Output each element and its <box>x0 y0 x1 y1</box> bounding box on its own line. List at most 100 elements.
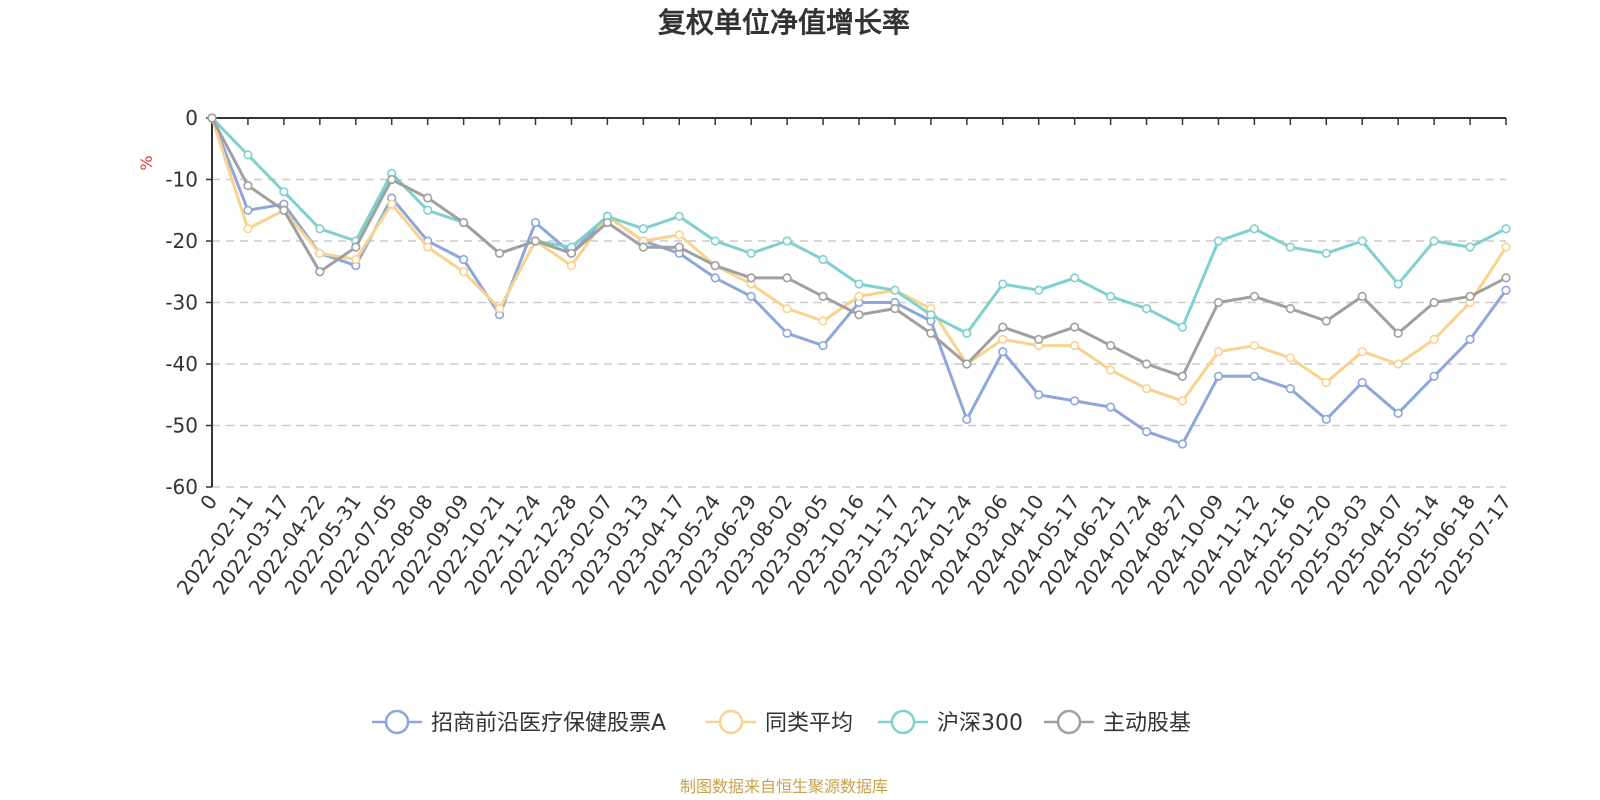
series-point-3 <box>315 267 325 277</box>
series-point-1 <box>674 230 684 240</box>
series-point-1 <box>1141 384 1152 394</box>
series-point-2 <box>818 254 828 265</box>
series-point-0 <box>1429 371 1439 381</box>
series-lines <box>207 113 1511 449</box>
series-point-0 <box>1465 334 1475 345</box>
series-point-0 <box>243 205 253 215</box>
series-point-2 <box>1141 304 1152 314</box>
series-point-2 <box>1501 224 1511 234</box>
series-point-3 <box>1285 304 1295 314</box>
series-point-1 <box>494 304 505 314</box>
series-point-0 <box>746 291 756 301</box>
series-point-1 <box>1070 340 1080 351</box>
series-point-0 <box>1501 285 1511 295</box>
series-point-3 <box>1034 334 1044 345</box>
legend-item-1[interactable]: 同类平均 <box>706 709 853 736</box>
series-point-2 <box>1070 273 1080 283</box>
series-point-3 <box>1249 291 1259 301</box>
series-point-3 <box>1465 291 1475 301</box>
series-point-3 <box>1070 322 1080 332</box>
x-tick-label: 0 <box>195 490 222 514</box>
series-point-3 <box>638 242 648 252</box>
series-point-1 <box>854 291 864 301</box>
series-point-0 <box>1357 377 1367 388</box>
series-point-0 <box>782 328 792 338</box>
legend-item-2[interactable]: 沪深300 <box>878 709 1023 736</box>
series-point-0 <box>818 340 828 351</box>
series-point-3 <box>602 217 612 228</box>
series-point-2 <box>674 211 684 221</box>
series-point-3 <box>1321 316 1331 326</box>
series-point-2 <box>1213 236 1224 246</box>
legend-item-3[interactable]: 主动股基 <box>1044 709 1191 736</box>
series-point-1 <box>1357 347 1367 357</box>
series-point-2 <box>1034 285 1044 295</box>
series-point-1 <box>818 316 828 326</box>
y-axis-unit: % <box>137 155 156 170</box>
data-source-note: 制图数据来自恒生聚源数据库 <box>680 777 888 796</box>
series-point-1 <box>243 224 253 234</box>
series-point-3 <box>387 174 397 185</box>
series-point-0 <box>962 414 972 424</box>
series-point-0 <box>710 273 720 283</box>
series-point-2 <box>279 187 289 197</box>
series-point-3 <box>1213 297 1224 308</box>
series-point-1 <box>315 248 325 258</box>
series-point-2 <box>243 150 253 160</box>
series-point-2 <box>782 236 792 246</box>
series-point-2 <box>1357 236 1367 246</box>
series-point-1 <box>1501 242 1511 252</box>
series-point-0 <box>1070 396 1080 406</box>
series-point-1 <box>1106 365 1116 375</box>
y-tick-label: -30 <box>165 291 198 315</box>
series-point-0 <box>1249 371 1259 381</box>
series-point-3 <box>854 310 864 320</box>
series-point-1 <box>566 261 577 271</box>
series-point-1 <box>387 199 397 209</box>
y-tick-label: -60 <box>165 475 198 499</box>
series-point-2 <box>710 236 720 246</box>
series-point-3 <box>818 291 828 301</box>
legend-item-0[interactable]: 招商前沿医疗保健股票A <box>372 709 666 736</box>
series-point-3 <box>1393 328 1403 338</box>
legend-circle-icon <box>384 709 410 735</box>
series-point-1 <box>1393 359 1403 369</box>
series-point-0 <box>1285 384 1295 394</box>
series-point-2 <box>854 279 864 289</box>
series-point-3 <box>1106 340 1116 351</box>
series-point-2 <box>1393 279 1403 289</box>
series-point-3 <box>962 359 972 369</box>
series-point-2 <box>1106 291 1116 301</box>
legend-label: 主动股基 <box>1103 711 1191 736</box>
series-line-1 <box>210 117 1508 403</box>
series-point-3 <box>1357 291 1367 301</box>
series-point-2 <box>926 310 936 320</box>
series-point-3 <box>746 273 756 283</box>
legend-circle-icon <box>718 709 744 735</box>
series-point-3 <box>243 181 253 191</box>
series-point-2 <box>1321 248 1331 258</box>
series-point-1 <box>1285 353 1295 363</box>
series-point-3 <box>1177 371 1188 381</box>
series-point-2 <box>423 205 433 215</box>
series-point-1 <box>782 304 792 314</box>
series-point-0 <box>998 347 1008 357</box>
series-point-3 <box>207 113 217 123</box>
series-point-0 <box>1141 427 1152 437</box>
series-point-3 <box>566 248 577 258</box>
series-point-0 <box>459 254 469 265</box>
series-point-3 <box>998 322 1008 332</box>
series-point-3 <box>782 273 792 283</box>
series-point-3 <box>279 205 289 215</box>
series-point-2 <box>1249 224 1259 234</box>
series-point-0 <box>1321 414 1331 424</box>
series-point-2 <box>1429 236 1439 246</box>
series-point-3 <box>1429 297 1439 308</box>
legend[interactable]: 招商前沿医疗保健股票A 同类平均 沪深300 主动股基 <box>372 709 1191 736</box>
series-point-2 <box>746 248 756 258</box>
y-tick-label: -20 <box>165 229 198 253</box>
series-point-0 <box>1177 439 1188 449</box>
series-point-1 <box>998 334 1008 345</box>
legend-label: 沪深300 <box>937 711 1023 736</box>
series-point-1 <box>1213 347 1224 357</box>
